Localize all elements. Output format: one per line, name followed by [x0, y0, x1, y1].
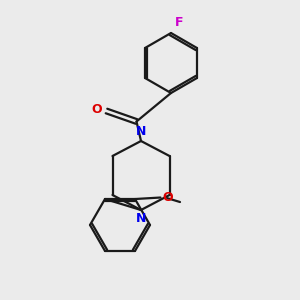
Text: N: N [136, 212, 146, 225]
Text: N: N [136, 125, 146, 138]
Text: O: O [92, 103, 102, 116]
Text: O: O [162, 191, 172, 204]
Text: F: F [175, 16, 183, 29]
